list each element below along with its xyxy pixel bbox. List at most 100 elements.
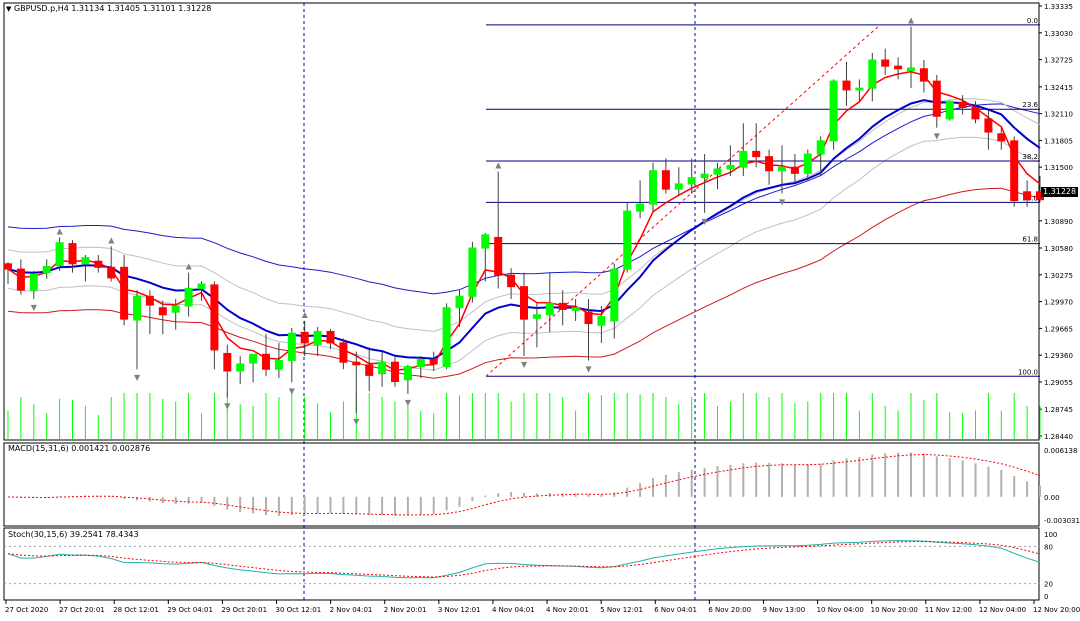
fractal-down-icon: ▼ [289,386,296,395]
price-tick-label: 1.32110 [1044,111,1073,119]
fib-level-label: 38.2 [1022,153,1038,161]
price-tick-label: 1.30580 [1044,245,1073,253]
candle-bull [42,265,51,274]
main-chart-border [3,2,1040,441]
candle-bull [287,332,296,361]
candle-bear [4,263,12,270]
candle-bear [1010,140,1019,202]
candle-bear [326,330,335,344]
time-tick-label: 28 Oct 12:01 [113,606,159,614]
candle-bull [597,316,606,326]
candle-bull [778,166,786,172]
macd-signal [7,453,1041,516]
fractal-down-icon: ▼ [134,373,141,382]
fractal-down-icon: ▼ [405,398,412,407]
time-tick-label: 27 Oct 2020 [5,606,48,614]
candle-bull [713,168,722,175]
fractal-down-icon: ▼ [353,417,360,426]
time-tick-label: 12 Nov 20:00 [1033,606,1080,614]
stoch-tick-label: 20 [1044,581,1053,589]
ohlc-values: 1.31134 1.31405 1.31101 1.31228 [71,4,212,13]
candle-bear [984,118,993,133]
time-tick-label: 11 Nov 12:00 [925,606,972,614]
fractal-down-icon: ▼ [702,217,709,226]
price-tick-label: 1.30890 [1044,218,1073,226]
price-tick-label: 1.32725 [1044,57,1073,65]
fractal-arrows: ▼ ▲ ▲ ▼ ▲ ▼ ▼ ▲ ▼ ▼ ▲ ▼ ▼ ▼ ▼ ▲ ▼ [31,16,941,427]
candle-bear [107,266,116,279]
candle-bear [494,236,503,276]
time-tick-label: 30 Oct 12:01 [276,606,322,614]
candle-bear [365,364,374,376]
envelope-lower [7,187,1041,379]
price-tick-label: 1.33030 [1044,30,1073,38]
time-tick-label: 4 Nov 20:01 [546,606,589,614]
time-tick-label: 29 Oct 04:01 [167,606,213,614]
candle-bear [68,243,77,265]
candle-bull [171,305,180,313]
fractal-up-icon: ▲ [57,226,64,235]
current-price-tag: 1.31228 [1041,187,1079,197]
fractal-down-icon: ▼ [521,360,528,369]
fib-level-label: 100.0 [1018,368,1038,376]
price-tick-label: 1.31500 [1044,164,1073,172]
price-tick-label: 1.32415 [1044,84,1073,92]
stoch-signal [7,540,1041,578]
candle-bull [55,242,64,267]
time-tick-label: 10 Nov 04:00 [817,606,864,614]
candle-bear [391,361,399,383]
candle-bear [790,166,799,174]
candle-bull [545,302,554,316]
candle-bull [907,67,915,72]
triangle-down-icon[interactable]: ▼ [6,5,12,13]
fib-level-label: 23.6 [1022,101,1038,109]
candle-bull [803,153,812,174]
candle-bull [674,183,683,190]
candle-bull [442,307,451,368]
time-tick-label: 6 Nov 04:01 [654,606,697,614]
candle-bull [29,273,38,291]
candle-bull [636,203,645,212]
candle-bear [352,361,361,366]
candle-bear [94,260,103,268]
time-tick-label: 12 Nov 04:00 [979,606,1026,614]
candle-bear [429,359,438,365]
candle-bull [403,366,412,381]
candle-bear [958,101,967,108]
volume-bars [7,393,1041,439]
candle-bull [133,295,141,321]
time-tick-label: 2 Nov 04:01 [330,606,373,614]
fractal-down-icon: ▼ [934,132,941,141]
macd-label: MACD(15,31,6) 0.001421 0.002876 [8,444,151,453]
price-tick-label: 1.29055 [1044,379,1073,387]
candle-bear [584,311,593,325]
candle-bull [649,170,657,205]
candle-bull [868,59,877,89]
candle-bear [145,295,154,306]
candlesticks[interactable] [4,26,1044,414]
candle-bear [971,106,980,120]
candle-bull [197,283,206,289]
candle-bull [184,287,193,307]
fractal-down-icon: ▼ [586,364,593,373]
candle-bear [752,150,761,158]
price-tick-label: 1.30275 [1044,272,1073,280]
candle-bull [236,363,245,372]
fractal-up-icon: ▲ [908,16,915,25]
candle-bull [816,140,825,155]
time-tick-label: 9 Nov 13:00 [762,606,805,614]
price-tick-label: 1.28745 [1044,406,1073,414]
candle-bull [313,330,322,346]
candle-bull [532,314,541,319]
candle-bull [378,361,387,375]
macd-panel-border [3,442,1040,527]
fractal-up-icon: ▲ [495,161,502,170]
time-tick-label: 6 Nov 20:00 [708,606,751,614]
candle-bear [210,284,219,351]
candle-bull [610,268,619,322]
price-tick-label: 1.33335 [1044,3,1073,11]
candle-bull [249,353,258,364]
candle-bull [468,247,477,297]
